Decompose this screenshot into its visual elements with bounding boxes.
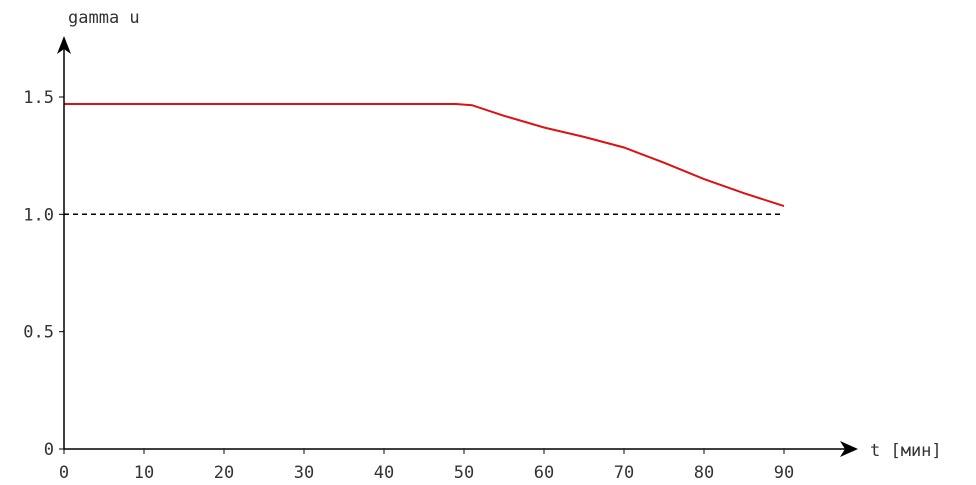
x-axis-arrow [840, 441, 858, 457]
x-tick-label: 50 [454, 463, 474, 483]
y-tick-label: 1.5 [23, 88, 54, 108]
gamma-u-series [64, 103, 785, 208]
x-tick-label: 10 [134, 463, 154, 483]
x-tick-label: 90 [774, 463, 794, 483]
x-tick-label: 80 [694, 463, 714, 483]
x-tick-label: 60 [534, 463, 554, 483]
x-tick-label: 30 [294, 463, 314, 483]
axes [57, 36, 858, 457]
ticks: 0 10 20 30 40 50 60 70 80 90 0 0.5 1.0 1.5 [23, 88, 794, 483]
y-axis-label: gamma u [68, 8, 140, 28]
y-tick-label: 1.0 [23, 205, 54, 225]
series-layer [64, 103, 785, 216]
x-tick-label: 70 [614, 463, 634, 483]
x-tick-label: 0 [59, 463, 69, 483]
x-axis-label: t [мин] [870, 441, 942, 461]
x-tick-label: 20 [214, 463, 234, 483]
y-tick-label: 0 [44, 440, 54, 460]
y-axis-arrow [57, 36, 71, 54]
x-tick-label: 40 [374, 463, 394, 483]
y-tick-label: 0.5 [23, 323, 54, 343]
